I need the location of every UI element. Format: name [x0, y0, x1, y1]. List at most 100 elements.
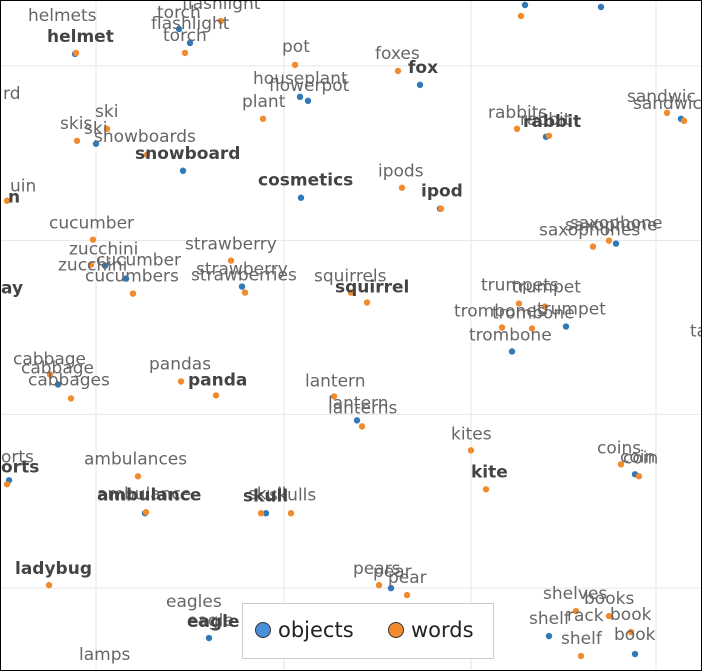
point-words: [134, 473, 142, 480]
point-words: [73, 137, 81, 144]
legend-entry-words: words: [388, 618, 474, 642]
point-label: flowerpot: [269, 76, 350, 96]
point-words: [617, 461, 625, 468]
point-label: eagle: [187, 612, 240, 632]
point-label: ay: [1, 279, 23, 299]
point-words: [358, 423, 366, 430]
point-label: pear: [373, 562, 412, 582]
point-words: [103, 125, 111, 133]
point-words: [498, 324, 506, 331]
point-label: snowboards: [94, 127, 196, 147]
point-words: [403, 591, 411, 599]
point-words: [437, 205, 445, 212]
point-label: squirrel: [335, 278, 409, 298]
point-words: [515, 300, 523, 307]
point-label: zucchini: [69, 240, 138, 260]
point-objects: [612, 240, 620, 247]
point-label: saxophone: [570, 214, 662, 234]
point-objects: [353, 417, 361, 424]
point-label: strawberries: [191, 266, 297, 286]
point-objects: [262, 510, 270, 517]
point-label: trombones: [454, 302, 546, 322]
point-label: coin: [620, 447, 655, 467]
point-words: [330, 393, 338, 400]
point-label: strawberry: [185, 235, 277, 255]
point-objects: [304, 97, 312, 105]
point-words: [589, 243, 597, 250]
point-objects: [562, 323, 570, 330]
point-label: foxes: [375, 44, 420, 64]
point-words: [663, 109, 671, 117]
point-objects: [54, 381, 62, 388]
point-label: lantern: [328, 393, 389, 413]
point-label: flashlight: [151, 14, 230, 34]
point-label: orts: [1, 447, 34, 467]
point-label: book: [614, 625, 656, 645]
legend-label-objects: objects: [278, 618, 354, 642]
point-label: sandwic: [627, 87, 696, 107]
point-words: [347, 289, 355, 296]
point-label: lanterns: [328, 398, 398, 418]
point-label: orts: [1, 457, 39, 477]
point-objects: [175, 25, 183, 33]
point-objects: [597, 3, 605, 11]
point-label: saxophones: [539, 221, 640, 241]
point-label: rack: [567, 606, 604, 626]
point-objects: [186, 39, 194, 47]
point-words: [394, 67, 402, 75]
point-label: skulls: [269, 485, 316, 505]
point-words: [72, 49, 80, 57]
point-label: eagles: [166, 592, 222, 612]
point-words: [605, 237, 613, 244]
point-words: [528, 325, 536, 332]
point-label: trumpets: [481, 276, 559, 296]
point-words: [181, 49, 189, 57]
point-label: shelves: [543, 584, 607, 604]
point-label: uin: [10, 177, 36, 197]
point-label: helmet: [47, 27, 114, 47]
legend-swatch-words: [388, 622, 404, 638]
point-words: [482, 486, 490, 493]
point-label: skull: [243, 486, 288, 506]
point-label: torch: [163, 26, 207, 46]
point-label: ski: [95, 102, 118, 122]
point-words: [46, 371, 54, 378]
point-label: strawberry: [196, 260, 288, 280]
point-label: cabbage: [21, 358, 94, 378]
point-label: ski: [84, 119, 107, 139]
data-points: [3, 1, 688, 660]
point-words: [142, 509, 150, 516]
point-label: cosmetics: [258, 171, 353, 191]
point-words: [605, 612, 613, 620]
point-objects: [92, 140, 100, 147]
point-label: plant: [242, 92, 286, 112]
point-objects: [631, 650, 639, 658]
point-label: cucumbers: [85, 267, 179, 287]
point-words: [291, 61, 299, 69]
point-words: [375, 581, 383, 589]
point-label: trombone: [492, 304, 575, 324]
point-label: kite: [471, 462, 508, 482]
legend-swatch-objects: [255, 622, 271, 638]
point-objects: [297, 194, 305, 201]
point-words: [89, 236, 97, 243]
point-label: panda: [188, 370, 247, 390]
point-label: torch: [157, 3, 201, 23]
point-words: [513, 125, 521, 133]
point-words: [143, 151, 151, 158]
point-label: lamps: [79, 645, 130, 665]
point-label: coin: [623, 448, 658, 468]
point-label: lantern: [305, 371, 366, 391]
legend-entry-objects: objects: [255, 618, 354, 642]
point-label: shelf: [561, 629, 603, 649]
point-words: [541, 303, 549, 310]
point-objects: [521, 1, 529, 9]
point-objects: [545, 632, 553, 640]
point-words: [257, 510, 265, 517]
point-objects: [205, 634, 213, 642]
point-label: helmets: [28, 6, 97, 26]
point-words: [635, 473, 643, 480]
point-label: rabbits: [488, 103, 547, 123]
